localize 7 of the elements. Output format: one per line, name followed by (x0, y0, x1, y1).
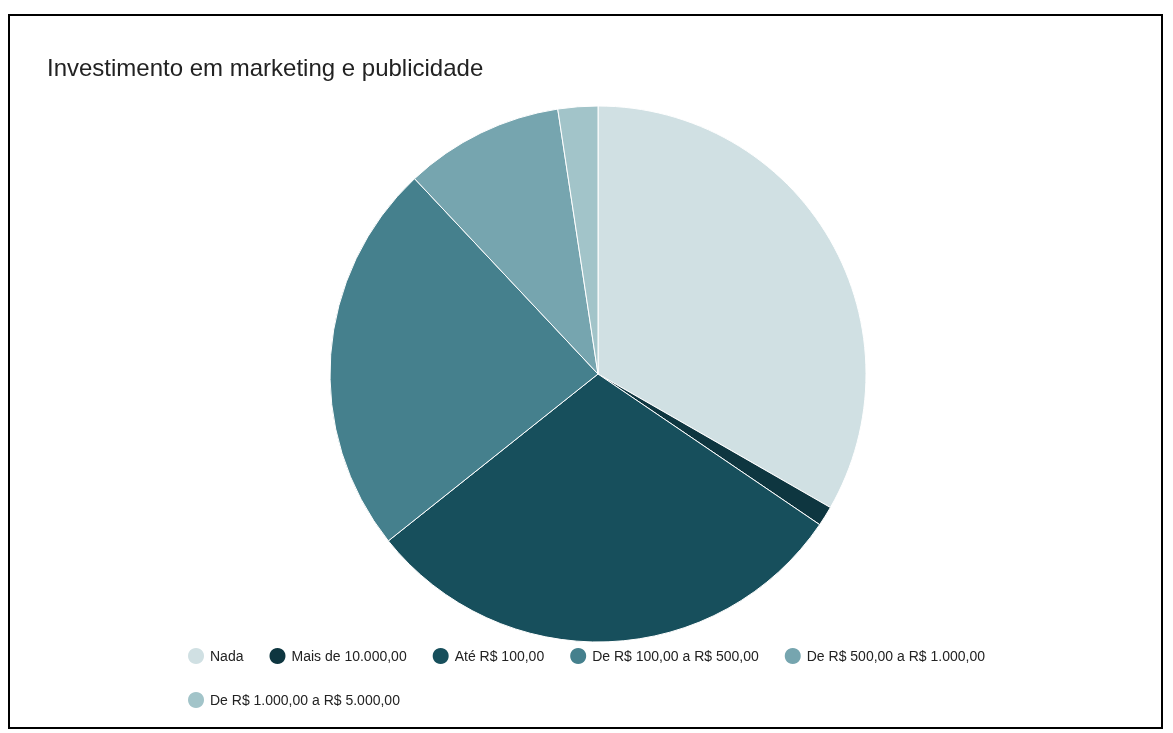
legend-label: Até R$ 100,00 (454, 648, 545, 664)
chart-title: Investimento em marketing e publicidade (47, 53, 484, 81)
legend-label: Nada (210, 648, 244, 664)
legend-label: Mais de 10.000,00 (291, 648, 407, 664)
legend-label: De R$ 100,00 a R$ 500,00 (592, 648, 759, 664)
legend-label: De R$ 500,00 a R$ 1.000,00 (806, 648, 986, 664)
legend-label: De R$ 1.000,00 a R$ 5.000,00 (210, 692, 401, 708)
